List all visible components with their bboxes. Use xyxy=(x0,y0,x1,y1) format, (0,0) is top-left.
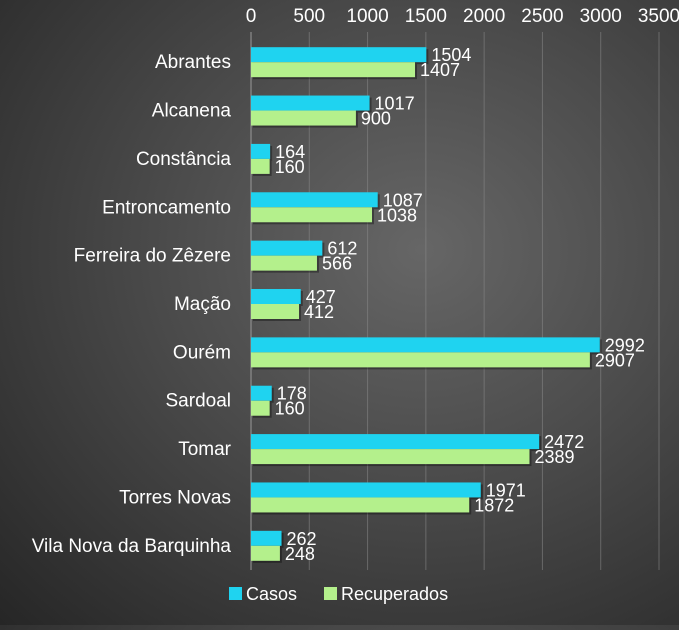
category-label: Vila Nova da Barquinha xyxy=(32,536,232,557)
bar-recuperados xyxy=(251,352,590,368)
data-label-recuperados: 2907 xyxy=(595,350,635,370)
data-label-casos: 1504 xyxy=(431,45,471,65)
category-label: Sardoal xyxy=(166,391,232,412)
category-label: Ferreira do Zêzere xyxy=(74,246,231,267)
bar-recuperados xyxy=(251,207,373,223)
category-label: Abrantes xyxy=(155,52,231,73)
x-tick-label: 0 xyxy=(246,6,257,27)
data-label-casos: 1017 xyxy=(375,94,415,114)
category-labels: Abrantes Alcanena Constância Entroncamento F… xyxy=(32,52,232,557)
data-label-recuperados: 1872 xyxy=(474,495,514,515)
x-axis-ticks: 0 500 1000 1500 2000 2500 3000 3500 xyxy=(246,6,679,27)
bar-casos xyxy=(251,385,272,401)
x-tick-label: 500 xyxy=(293,6,325,27)
data-label-casos: 612 xyxy=(327,239,357,259)
bar-casos xyxy=(251,192,378,208)
category-label: Mação xyxy=(174,294,231,315)
data-label-casos: 178 xyxy=(277,384,307,404)
bar-casos xyxy=(251,289,301,304)
bar-recuperados xyxy=(251,62,416,78)
legend-swatch-casos xyxy=(229,587,242,600)
category-label: Alcanena xyxy=(152,101,232,122)
legend-swatch-recuperados xyxy=(324,587,337,600)
data-label-recuperados: 412 xyxy=(304,302,334,322)
data-label-recuperados: 1038 xyxy=(377,205,417,225)
data-label-recuperados: 1407 xyxy=(420,60,460,80)
data-label-recuperados: 2389 xyxy=(534,447,574,467)
x-tick-label: 3500 xyxy=(638,6,679,27)
category-label: Entroncamento xyxy=(102,197,231,218)
x-tick-label: 2500 xyxy=(521,6,563,27)
x-tick-label: 2000 xyxy=(463,6,505,27)
bar-casos xyxy=(251,240,323,256)
data-label-recuperados: 566 xyxy=(322,254,352,274)
data-label-casos: 262 xyxy=(287,529,317,549)
category-label: Constância xyxy=(136,149,231,170)
data-label-recuperados: 160 xyxy=(275,157,305,177)
data-label-recuperados: 160 xyxy=(275,399,305,419)
x-tick-label: 3000 xyxy=(580,6,622,27)
category-label: Tomar xyxy=(178,439,231,460)
x-tick-label: 1000 xyxy=(346,6,388,27)
data-label-recuperados: 248 xyxy=(285,544,315,564)
bar-casos xyxy=(251,337,600,353)
legend-label-casos: Casos xyxy=(246,584,297,604)
data-label-casos: 2472 xyxy=(544,432,584,452)
data-label-casos: 1971 xyxy=(486,480,526,500)
data-label-recuperados: 900 xyxy=(361,109,391,129)
bar-casos xyxy=(251,47,427,63)
bar-recuperados xyxy=(251,110,356,126)
bar-casos xyxy=(251,434,540,450)
bar-casos xyxy=(251,143,271,159)
bars: 1504140710179001641601087103861256642741… xyxy=(251,45,645,564)
data-label-casos: 427 xyxy=(306,287,336,307)
data-label-casos: 2992 xyxy=(605,335,645,355)
data-label-casos: 164 xyxy=(275,142,305,162)
legend-label-recuperados: Recuperados xyxy=(341,584,448,604)
category-label: Torres Novas xyxy=(119,487,231,508)
bar-recuperados xyxy=(251,497,470,513)
bar-recuperados xyxy=(251,449,530,465)
x-tick-label: 1500 xyxy=(405,6,447,27)
data-label-casos: 1087 xyxy=(383,190,423,210)
bar-recuperados xyxy=(251,158,270,174)
bar-recuperados xyxy=(251,304,300,319)
bar-recuperados xyxy=(251,255,317,271)
bar-casos xyxy=(251,530,282,546)
bar-recuperados xyxy=(251,400,270,416)
category-label: Ourém xyxy=(173,342,231,363)
bar-recuperados xyxy=(251,545,280,561)
bar-casos xyxy=(251,482,481,498)
legend: Casos Recuperados xyxy=(229,584,448,604)
bar-casos xyxy=(251,95,370,111)
